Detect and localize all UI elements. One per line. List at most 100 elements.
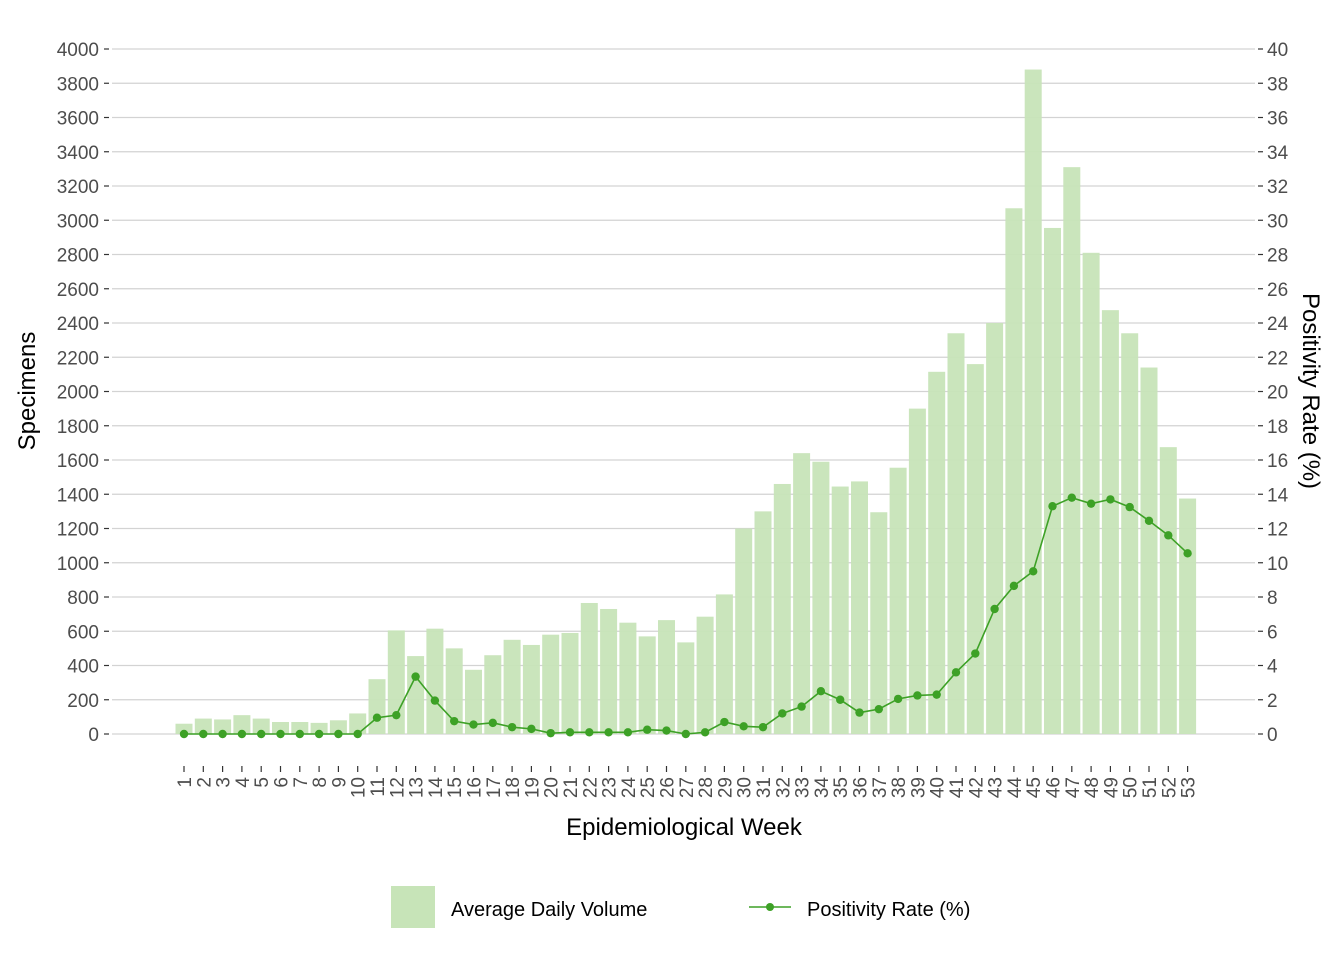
bar-week-39 — [908, 408, 926, 734]
left-tick-label: 4000 — [57, 40, 99, 61]
right-tick-label: 20 — [1267, 383, 1288, 404]
bar-week-15 — [445, 648, 463, 734]
bar-week-34 — [812, 461, 830, 734]
bar-week-32 — [773, 483, 791, 734]
x-tick-label: 24 — [619, 777, 640, 799]
x-tick-label: 36 — [851, 777, 872, 798]
legend-swatch-positivity-rate-marker — [766, 903, 774, 911]
point-week-12 — [392, 710, 401, 720]
left-tick-label: 1000 — [57, 554, 99, 575]
point-week-22 — [585, 728, 594, 737]
bar-week-10 — [349, 713, 367, 734]
x-tick-label: 32 — [773, 777, 794, 798]
left-tick-label: 2400 — [57, 314, 99, 335]
point-week-32 — [778, 709, 787, 718]
bar-week-38 — [889, 467, 907, 734]
x-tick-label: 9 — [329, 777, 350, 788]
bar-week-36 — [851, 481, 868, 734]
x-tick-label: 28 — [696, 777, 717, 798]
left-y-axis-title: Specimens — [14, 332, 41, 451]
bar-week-8 — [310, 722, 328, 734]
x-tick-label: 1 — [175, 777, 196, 788]
bar-week-52 — [1159, 447, 1177, 734]
point-week-31 — [758, 722, 768, 732]
point-week-6 — [276, 729, 285, 739]
point-week-36 — [855, 708, 864, 717]
point-week-26 — [662, 726, 671, 735]
left-tick-label: 200 — [67, 691, 99, 712]
x-tick-label: 4 — [233, 777, 254, 788]
x-tick-label: 34 — [812, 777, 833, 799]
point-week-23 — [604, 728, 613, 737]
x-tick-label: 16 — [465, 777, 486, 798]
legend-label-average-daily-volume: Average Daily Volume — [451, 899, 647, 921]
x-tick-label: 7 — [291, 777, 312, 788]
bar-week-43 — [986, 323, 1004, 734]
bar-week-27 — [677, 642, 695, 734]
x-tick-label: 51 — [1140, 777, 1161, 798]
left-tick-label: 1400 — [57, 485, 99, 506]
bar-week-51 — [1140, 367, 1158, 734]
bar-week-6 — [272, 722, 289, 734]
bar-week-16 — [465, 669, 482, 734]
bar-week-47 — [1063, 167, 1081, 735]
bar-week-17 — [484, 655, 502, 734]
left-tick-label: 1800 — [57, 417, 99, 438]
x-tick-label: 22 — [580, 777, 601, 798]
point-week-3 — [218, 729, 227, 739]
x-tick-label: 49 — [1101, 777, 1122, 798]
point-week-44 — [1009, 581, 1019, 591]
left-tick-label: 800 — [67, 588, 99, 609]
point-week-25 — [643, 725, 652, 734]
right-tick-label: 34 — [1267, 143, 1289, 164]
point-week-50 — [1125, 502, 1134, 512]
point-week-11 — [372, 713, 382, 722]
bar-week-13 — [407, 656, 425, 734]
x-tick-label: 15 — [445, 777, 466, 798]
right-tick-label: 2 — [1267, 691, 1278, 712]
point-week-38 — [893, 694, 903, 704]
right-y-axis-title: Positivity Rate (%) — [1297, 293, 1324, 489]
x-tick-label: 3 — [214, 777, 235, 788]
point-week-37 — [874, 704, 883, 714]
right-tick-label: 4 — [1267, 657, 1278, 678]
right-tick-label: 6 — [1267, 622, 1278, 643]
bar-week-30 — [735, 528, 753, 734]
legend-label-positivity-rate: Positivity Rate (%) — [807, 899, 970, 921]
bar-week-5 — [252, 718, 270, 734]
bar-week-45 — [1024, 69, 1042, 735]
x-tick-label: 52 — [1159, 777, 1180, 798]
bar-week-19 — [522, 644, 540, 734]
x-tick-label: 45 — [1024, 777, 1045, 798]
x-tick-label: 26 — [658, 777, 679, 798]
x-tick-label: 30 — [735, 777, 756, 798]
point-week-42 — [971, 649, 980, 658]
point-week-53 — [1183, 549, 1192, 558]
point-week-17 — [488, 718, 497, 728]
bar-week-23 — [600, 608, 618, 734]
bar-week-37 — [870, 512, 888, 734]
x-tick-label: 46 — [1044, 777, 1065, 798]
point-week-9 — [334, 729, 343, 739]
point-week-18 — [507, 722, 517, 732]
bar-week-40 — [928, 371, 946, 734]
bar-week-41 — [947, 333, 965, 734]
left-tick-label: 2800 — [57, 246, 99, 267]
x-tick-label: 17 — [484, 777, 505, 798]
right-tick-label: 26 — [1267, 280, 1288, 301]
point-week-51 — [1144, 516, 1154, 525]
bar-week-44 — [1005, 208, 1023, 734]
x-tick-label: 29 — [715, 777, 736, 798]
point-week-7 — [295, 729, 304, 739]
x-tick-label: 6 — [272, 777, 293, 788]
line-points — [179, 493, 1192, 739]
left-tick-label: 600 — [67, 622, 99, 643]
bar-week-21 — [561, 632, 579, 734]
x-tick-label: 42 — [966, 777, 987, 798]
x-tick-label: 41 — [947, 777, 968, 798]
x-tick-label: 47 — [1063, 777, 1084, 798]
right-tick-label: 12 — [1267, 520, 1288, 541]
point-week-1 — [179, 729, 189, 739]
point-week-52 — [1164, 531, 1173, 540]
x-tick-label: 38 — [889, 777, 910, 798]
